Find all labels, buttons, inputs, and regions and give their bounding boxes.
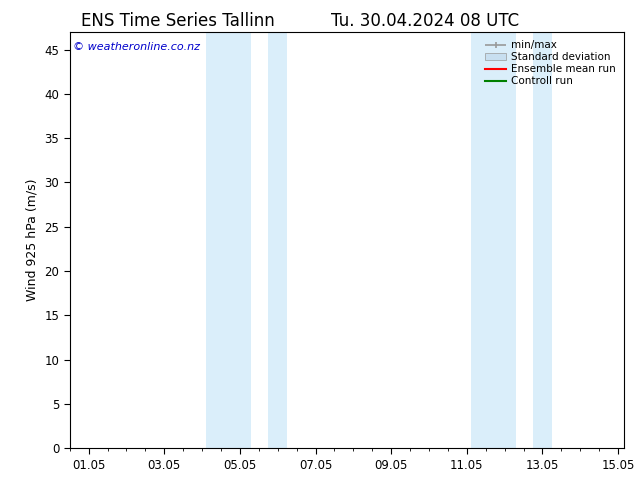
Text: ENS Time Series Tallinn: ENS Time Series Tallinn <box>81 12 275 30</box>
Legend: min/max, Standard deviation, Ensemble mean run, Controll run: min/max, Standard deviation, Ensemble me… <box>482 37 619 90</box>
Bar <box>470 32 516 448</box>
Bar <box>533 32 552 448</box>
Bar <box>206 32 251 448</box>
Y-axis label: Wind 925 hPa (m/s): Wind 925 hPa (m/s) <box>26 179 39 301</box>
Text: Tu. 30.04.2024 08 UTC: Tu. 30.04.2024 08 UTC <box>331 12 519 30</box>
Text: © weatheronline.co.nz: © weatheronline.co.nz <box>72 42 200 52</box>
Bar <box>268 32 287 448</box>
